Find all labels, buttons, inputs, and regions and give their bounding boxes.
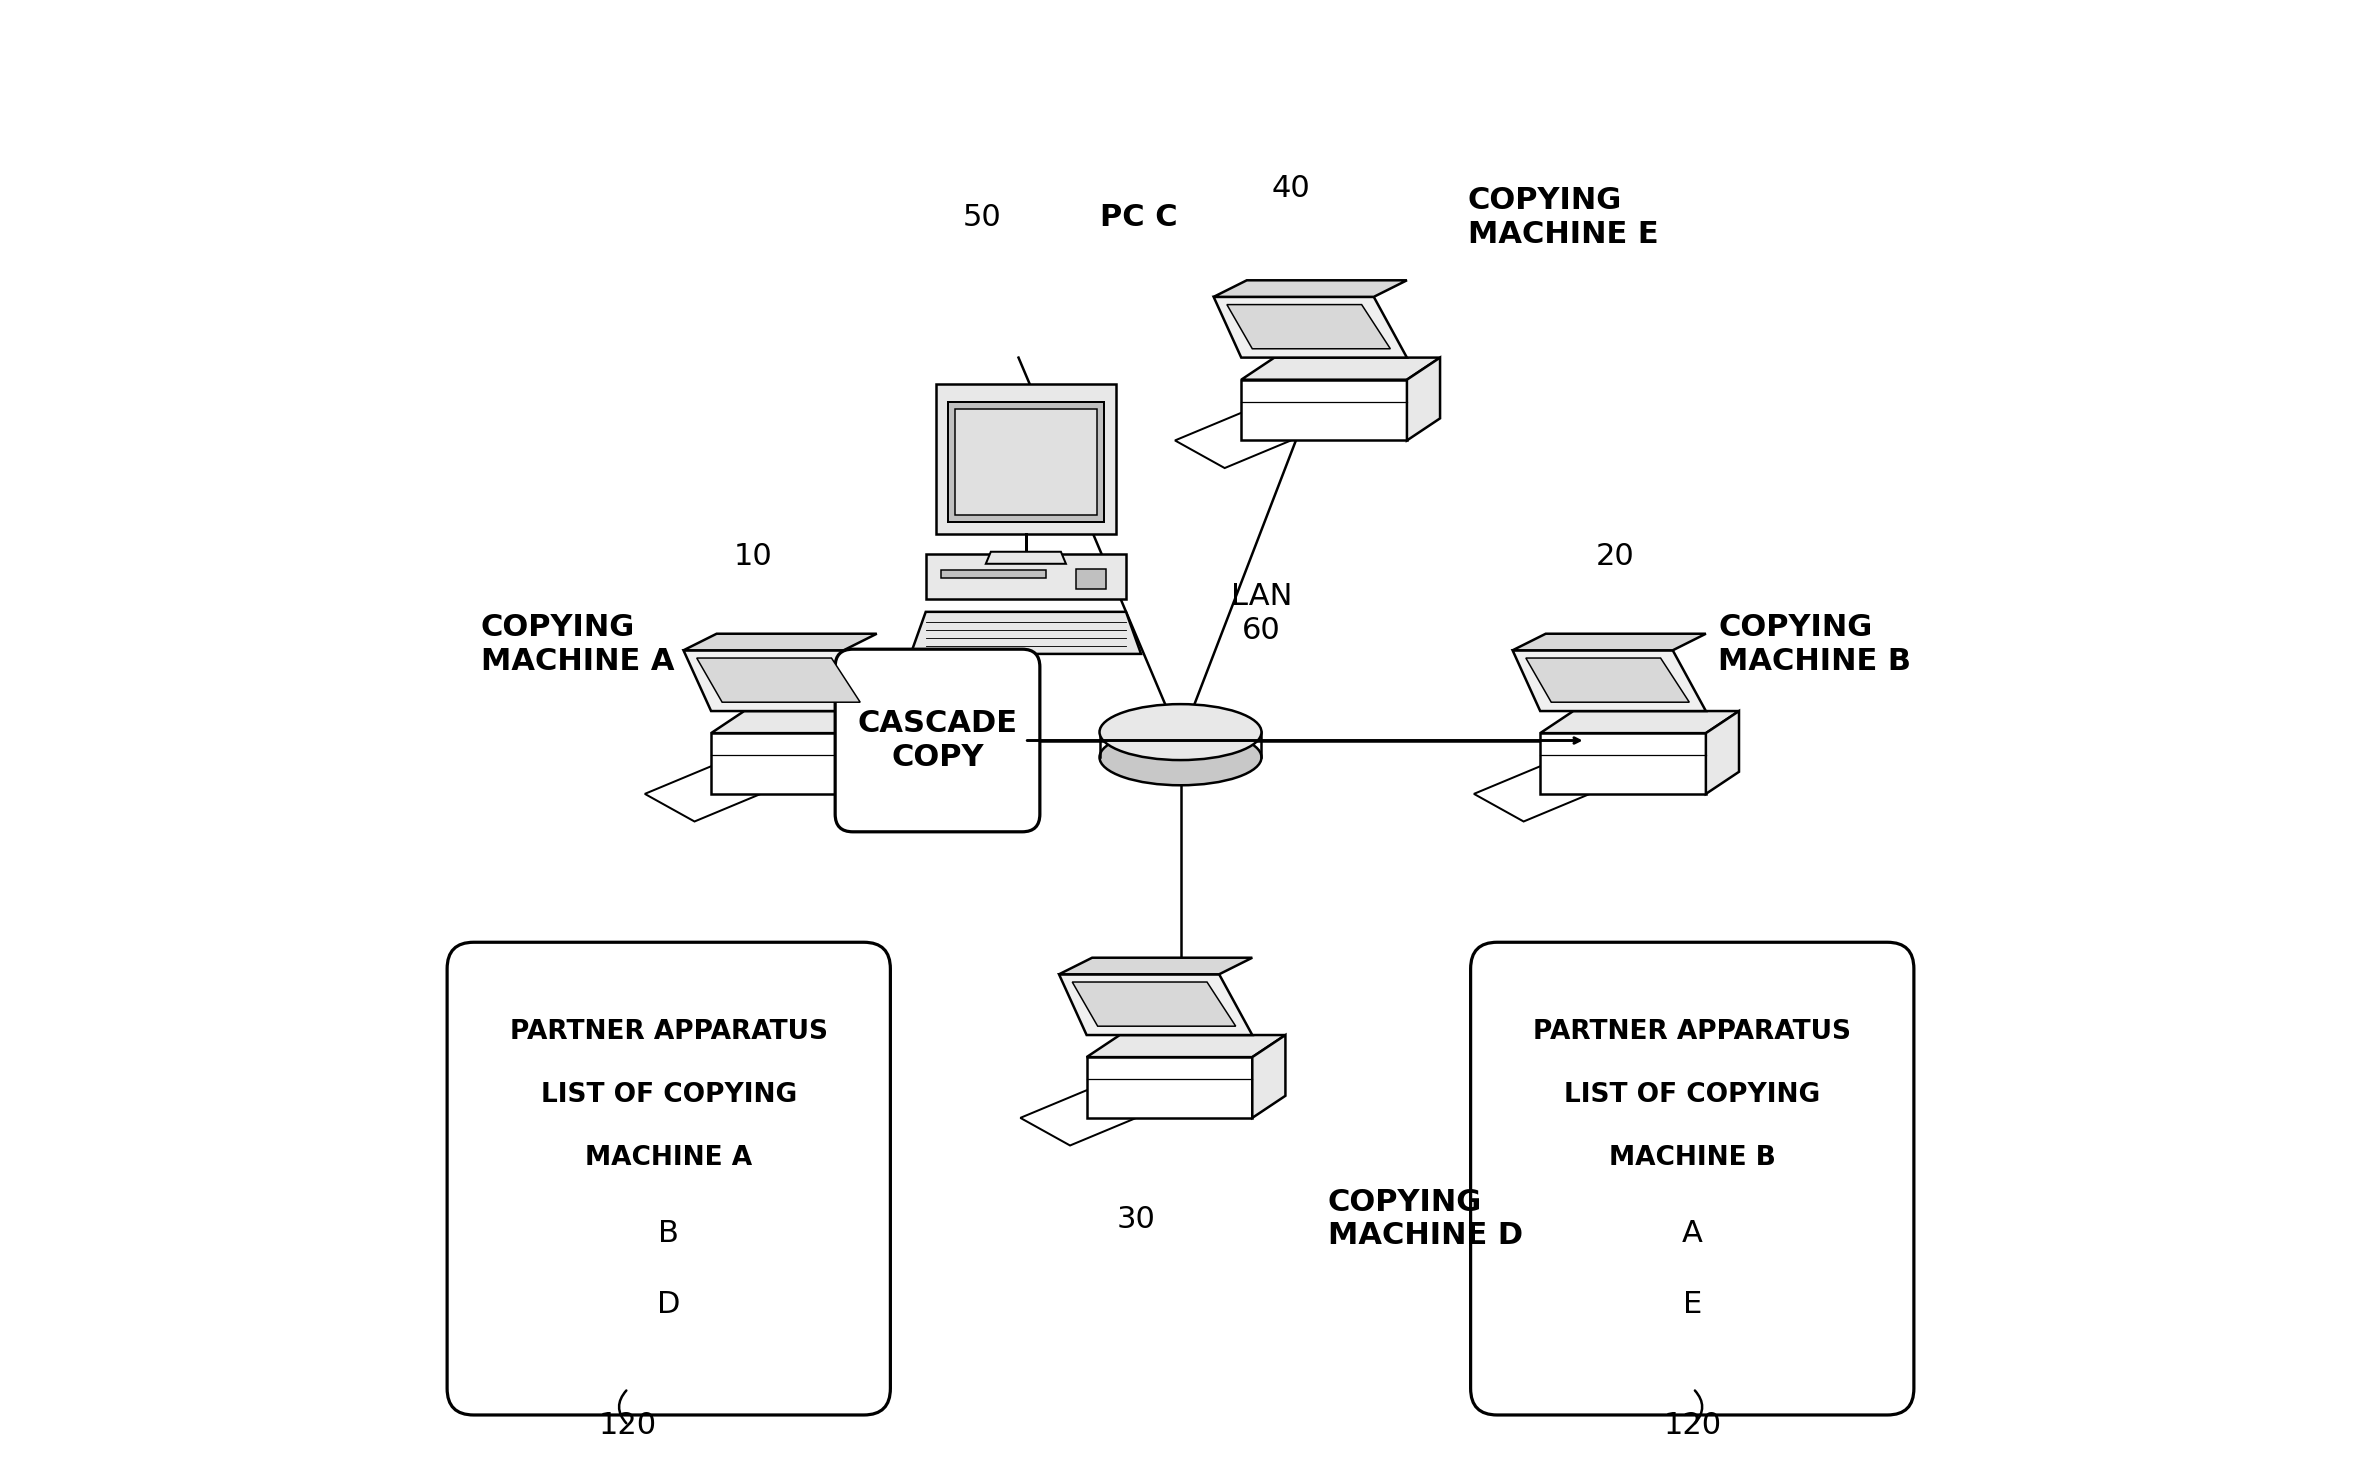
Text: MACHINE B: MACHINE B <box>1608 1145 1775 1170</box>
Text: LAN
60: LAN 60 <box>1230 582 1291 644</box>
Polygon shape <box>954 409 1098 514</box>
Text: PARTNER APPARATUS: PARTNER APPARATUS <box>1532 1019 1851 1044</box>
Ellipse shape <box>1100 703 1261 760</box>
Polygon shape <box>1214 296 1407 357</box>
Text: COPYING
MACHINE D: COPYING MACHINE D <box>1327 1188 1523 1250</box>
Polygon shape <box>711 711 909 733</box>
Polygon shape <box>935 384 1117 533</box>
Polygon shape <box>1214 280 1407 296</box>
Polygon shape <box>645 766 760 822</box>
Text: A: A <box>1681 1219 1702 1247</box>
Polygon shape <box>1086 1057 1251 1118</box>
Polygon shape <box>1176 413 1291 468</box>
Polygon shape <box>1086 1035 1284 1057</box>
Text: 120: 120 <box>600 1411 656 1440</box>
Text: D: D <box>656 1290 680 1320</box>
Text: 50: 50 <box>963 203 1001 233</box>
Text: B: B <box>659 1219 680 1247</box>
Text: LIST OF COPYING: LIST OF COPYING <box>541 1081 798 1108</box>
Text: 30: 30 <box>1117 1204 1157 1234</box>
Polygon shape <box>876 711 909 794</box>
Ellipse shape <box>1100 729 1261 785</box>
Polygon shape <box>1473 766 1589 822</box>
Polygon shape <box>987 552 1065 564</box>
Polygon shape <box>1525 658 1690 702</box>
Polygon shape <box>696 658 859 702</box>
Polygon shape <box>1020 1090 1136 1145</box>
Text: COPYING
MACHINE A: COPYING MACHINE A <box>482 613 675 677</box>
Polygon shape <box>682 650 876 711</box>
Polygon shape <box>1242 357 1440 379</box>
Text: COPYING
MACHINE E: COPYING MACHINE E <box>1469 187 1657 249</box>
Text: PC C: PC C <box>1100 203 1178 233</box>
Polygon shape <box>1060 958 1251 974</box>
Polygon shape <box>1539 733 1707 794</box>
FancyBboxPatch shape <box>1471 942 1915 1414</box>
Text: 20: 20 <box>1596 542 1634 570</box>
Polygon shape <box>1242 379 1407 440</box>
Text: CASCADE
COPY: CASCADE COPY <box>857 709 1018 772</box>
Polygon shape <box>1513 650 1707 711</box>
FancyBboxPatch shape <box>836 649 1039 832</box>
Polygon shape <box>1407 357 1440 440</box>
Text: PARTNER APPARATUS: PARTNER APPARATUS <box>510 1019 829 1044</box>
Polygon shape <box>1513 634 1707 650</box>
Polygon shape <box>926 554 1126 598</box>
Polygon shape <box>1228 305 1391 348</box>
Polygon shape <box>682 634 876 650</box>
Polygon shape <box>947 401 1105 521</box>
Text: MACHINE A: MACHINE A <box>586 1145 753 1170</box>
Text: E: E <box>1683 1290 1702 1320</box>
Polygon shape <box>940 570 1046 578</box>
Text: 10: 10 <box>734 542 772 570</box>
Polygon shape <box>1251 1035 1284 1118</box>
FancyBboxPatch shape <box>446 942 890 1414</box>
Text: 120: 120 <box>1665 1411 1721 1440</box>
Polygon shape <box>1072 982 1235 1026</box>
Polygon shape <box>1060 974 1251 1035</box>
Polygon shape <box>711 733 876 794</box>
Polygon shape <box>1077 569 1105 589</box>
Polygon shape <box>1707 711 1740 794</box>
Text: LIST OF COPYING: LIST OF COPYING <box>1563 1081 1820 1108</box>
Polygon shape <box>911 612 1140 655</box>
Text: COPYING
MACHINE B: COPYING MACHINE B <box>1719 613 1910 677</box>
Polygon shape <box>1539 711 1740 733</box>
Text: 40: 40 <box>1273 173 1310 203</box>
